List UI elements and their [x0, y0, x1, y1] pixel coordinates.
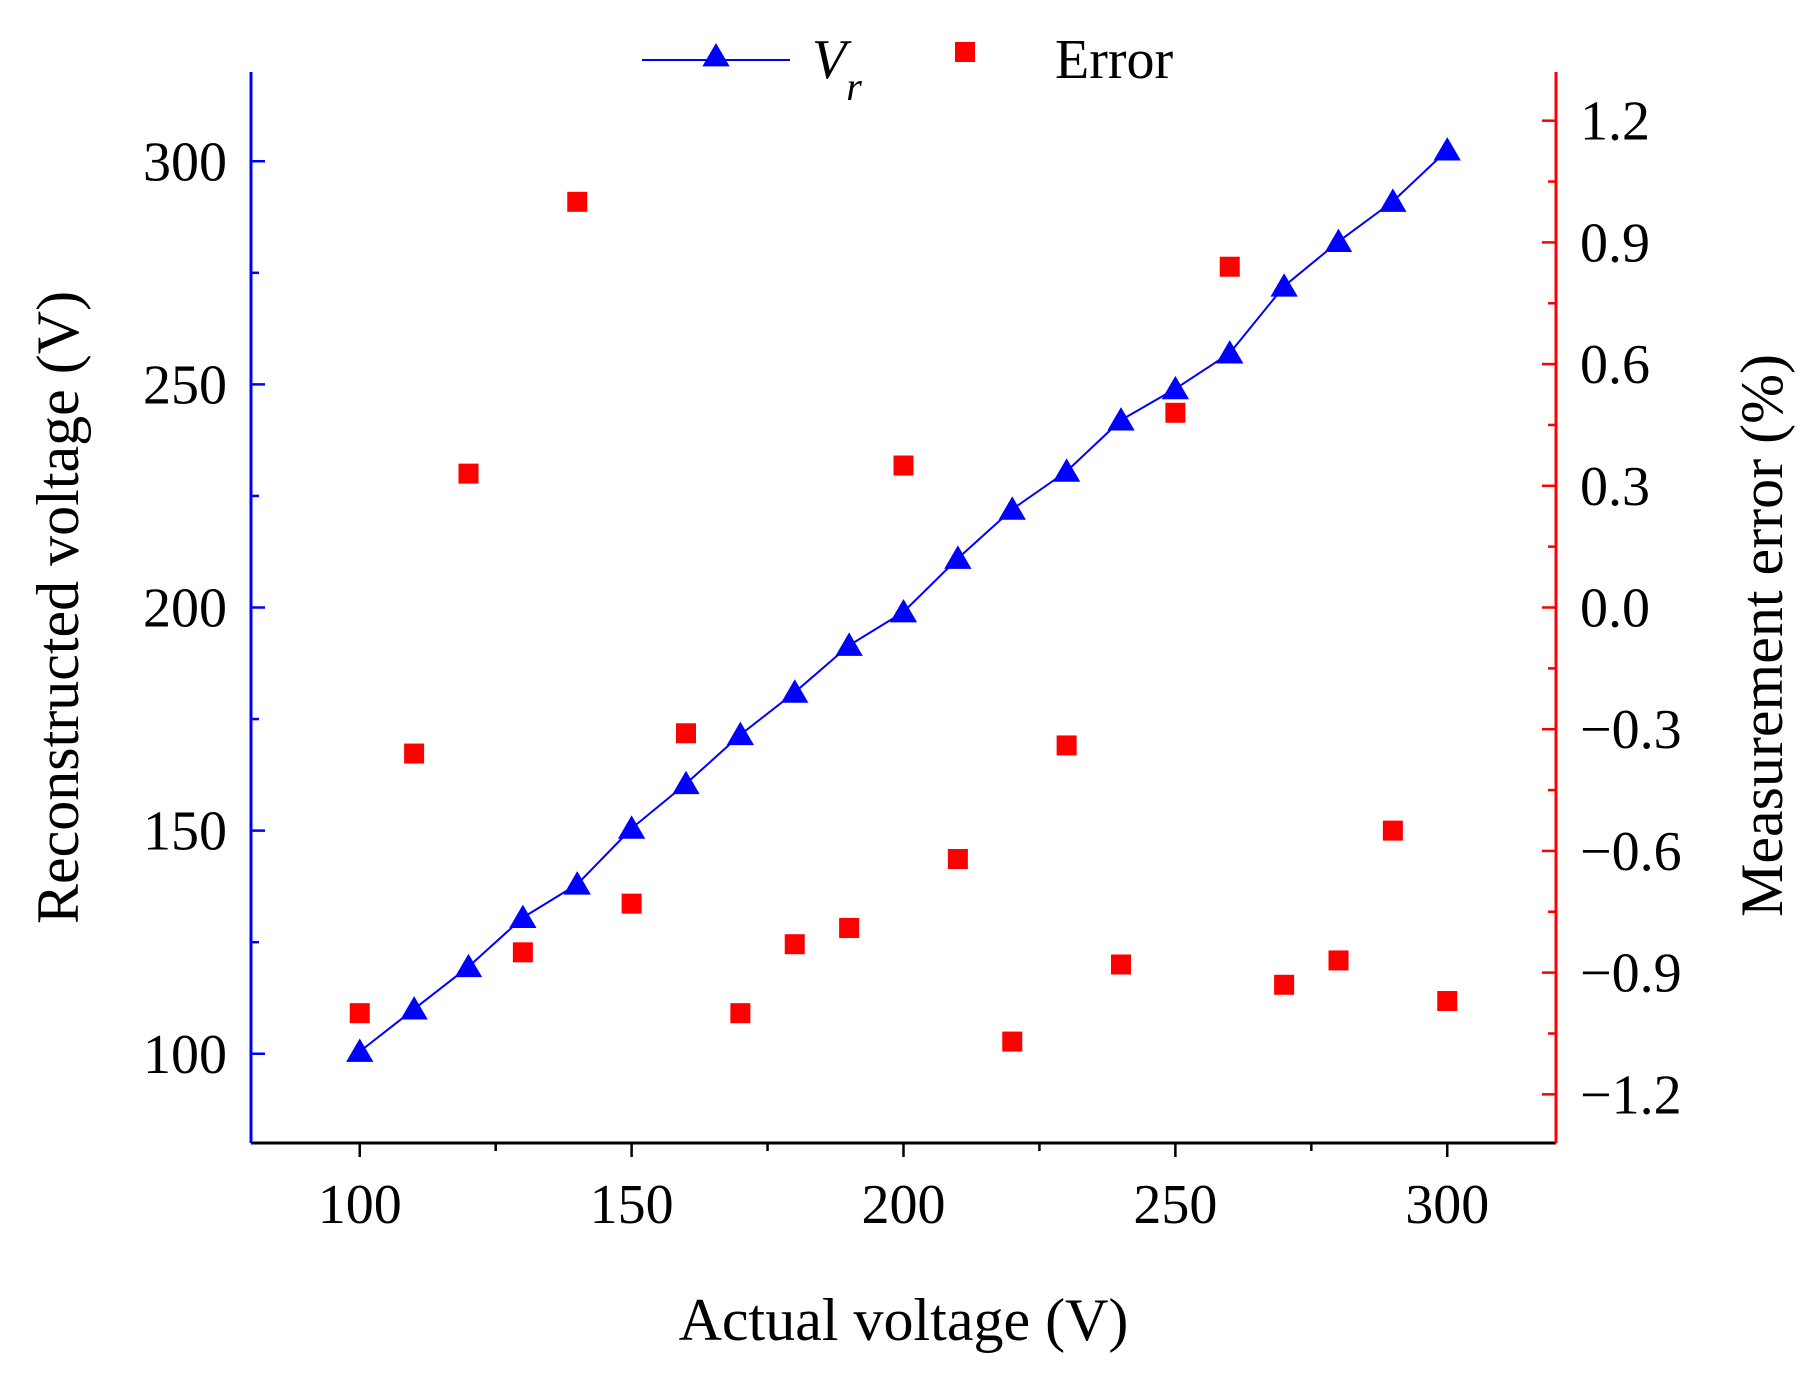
y2-tick-label: 0.0 — [1580, 578, 1650, 640]
error-point — [349, 1003, 370, 1024]
x-tick-label: 250 — [1133, 1174, 1217, 1236]
x-tick-label: 100 — [318, 1174, 402, 1236]
error-point — [1165, 402, 1186, 423]
series-layer — [346, 137, 1461, 1062]
error-point — [1328, 950, 1349, 971]
y2-axis-title: Measurement error (%) — [1729, 354, 1795, 917]
vr-point — [454, 953, 483, 978]
legend-error-label: Error — [1055, 29, 1174, 91]
legend-vr-label: Vr — [812, 29, 862, 109]
vr-point — [835, 632, 863, 656]
vr-point — [1324, 228, 1353, 252]
x-tick-label: 150 — [590, 1174, 674, 1236]
error-point — [1437, 991, 1458, 1012]
y2-tick-label: −0.3 — [1580, 699, 1682, 761]
error-point — [893, 455, 914, 476]
error-point — [512, 942, 533, 963]
error-point — [730, 1003, 751, 1024]
error-point — [621, 893, 642, 914]
error-point — [839, 917, 860, 938]
error-point — [567, 191, 588, 212]
vr-point — [944, 545, 972, 569]
y-tick-label: 250 — [143, 354, 227, 416]
error-point — [1219, 256, 1240, 277]
error-point — [1382, 820, 1403, 841]
vr-point — [726, 721, 755, 746]
vr-point — [563, 871, 591, 895]
x-tick-label: 200 — [862, 1174, 946, 1236]
legend-error-marker — [955, 42, 975, 62]
error-point — [404, 743, 425, 764]
vr-point — [617, 815, 646, 839]
error-point — [458, 463, 479, 484]
vr-point — [1270, 273, 1298, 297]
vr-point — [781, 679, 809, 703]
y2-tick-label: 0.9 — [1580, 212, 1650, 274]
vr-point — [1161, 375, 1190, 400]
error-point — [1111, 954, 1131, 975]
y-tick-label: 100 — [143, 1024, 227, 1086]
vr-point — [400, 996, 428, 1020]
y-tick-label: 200 — [143, 578, 227, 640]
y-tick-label: 150 — [143, 801, 227, 863]
vr-point — [1052, 458, 1081, 482]
y-tick-label: 300 — [143, 131, 227, 193]
vr-point — [509, 904, 537, 929]
y2-tick-label: 1.2 — [1580, 91, 1650, 153]
error-point — [784, 934, 805, 955]
vr-point — [889, 598, 918, 623]
vr-point — [672, 770, 700, 795]
vr-point — [1379, 188, 1407, 212]
error-point — [676, 723, 696, 744]
error-point — [947, 849, 968, 870]
y-axis-title: Reconstructed voltage (V) — [25, 291, 91, 924]
vr-point — [1433, 137, 1461, 161]
x-tick-label: 300 — [1405, 1174, 1489, 1236]
legend: Vr Error — [642, 29, 1174, 109]
error-point — [1002, 1031, 1023, 1052]
vr-point — [1107, 407, 1135, 431]
axes: 100 150 200 250 300 100 150 200 250 300 −1.2 −0.9 −0… — [25, 72, 1795, 1353]
vr-point — [998, 496, 1026, 520]
error-point — [1274, 974, 1295, 995]
x-axis-title: Actual voltage (V) — [679, 1287, 1129, 1353]
y2-tick-label: −0.9 — [1580, 943, 1682, 1005]
vr-point — [1216, 340, 1244, 364]
y2-tick-label: 0.6 — [1580, 334, 1650, 396]
vr-point — [346, 1038, 374, 1062]
y2-tick-label: −0.6 — [1580, 821, 1682, 883]
y2-tick-label: −1.2 — [1580, 1064, 1682, 1126]
legend-vr-marker — [702, 43, 730, 67]
error-point — [1056, 735, 1077, 756]
y2-tick-label: 0.3 — [1580, 456, 1650, 518]
